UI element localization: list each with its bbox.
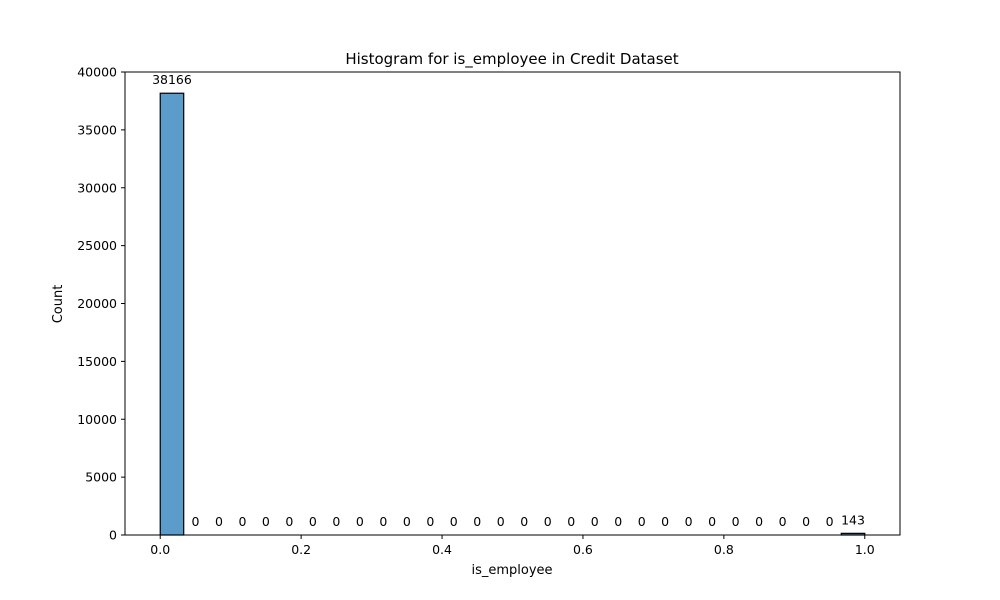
bar-value-label: 0 (591, 514, 599, 529)
bar-value-label: 0 (732, 514, 740, 529)
bar-value-label: 0 (661, 514, 669, 529)
y-axis: 0 5000 10000 15000 20000 25000 30000 35000 40000 (77, 65, 125, 543)
bar-value-label: 0 (567, 514, 575, 529)
bar-value-label: 0 (191, 514, 199, 529)
axes-frame (124, 71, 901, 536)
bar-value-label: 0 (332, 514, 340, 529)
x-tick-label: 0.0 (150, 542, 170, 557)
y-tick-label: 10000 (77, 412, 117, 427)
bar-value-label: 0 (473, 514, 481, 529)
histogram-bar (159, 92, 185, 536)
y-tick-label: 40000 (77, 65, 117, 80)
bar-value-label: 0 (262, 514, 270, 529)
x-axis: 0.0 0.2 0.4 0.6 0.8 1.0 (150, 535, 875, 557)
bar-value-label: 0 (215, 514, 223, 529)
y-tick-label: 15000 (77, 354, 117, 369)
bar-value-label: 0 (544, 514, 552, 529)
bar-value-label: 0 (426, 514, 434, 529)
y-tick-label: 35000 (77, 122, 117, 137)
x-axis-label: is_employee (471, 563, 552, 578)
bar-value-label: 0 (356, 514, 364, 529)
bar-value-label: 0 (779, 514, 787, 529)
x-tick-label: 0.2 (291, 542, 311, 557)
y-tick-label: 0 (109, 528, 117, 543)
chart-title: Histogram for is_employee in Credit Data… (345, 50, 678, 69)
bar-value-label: 0 (638, 514, 646, 529)
x-tick-label: 1.0 (855, 542, 875, 557)
bar-value-label: 0 (403, 514, 411, 529)
x-tick-label: 0.4 (432, 542, 452, 557)
bar-value-label: 0 (755, 514, 763, 529)
bar-value-label: 0 (685, 514, 693, 529)
bar-value-label: 0 (802, 514, 810, 529)
bar-value-label: 0 (379, 514, 387, 529)
x-tick-label: 0.6 (573, 542, 593, 557)
bar-value-label: 0 (450, 514, 458, 529)
bar-value-label: 143 (841, 512, 865, 527)
bar-value-label: 0 (614, 514, 622, 529)
bar-value-label: 0 (497, 514, 505, 529)
y-tick-label: 5000 (85, 470, 117, 485)
bar-value-label: 0 (285, 514, 293, 529)
bar-value-label: 38166 (152, 72, 192, 87)
bar-value-label: 0 (309, 514, 317, 529)
y-tick-label: 30000 (77, 180, 117, 195)
bar-value-label: 0 (238, 514, 246, 529)
y-axis-label: Count (51, 285, 66, 324)
bar-value-label: 0 (520, 514, 528, 529)
y-tick-label: 20000 (77, 296, 117, 311)
x-tick-label: 0.8 (714, 542, 734, 557)
y-tick-label: 25000 (77, 238, 117, 253)
bar-value-label: 0 (708, 514, 716, 529)
bar-value-label: 0 (826, 514, 834, 529)
